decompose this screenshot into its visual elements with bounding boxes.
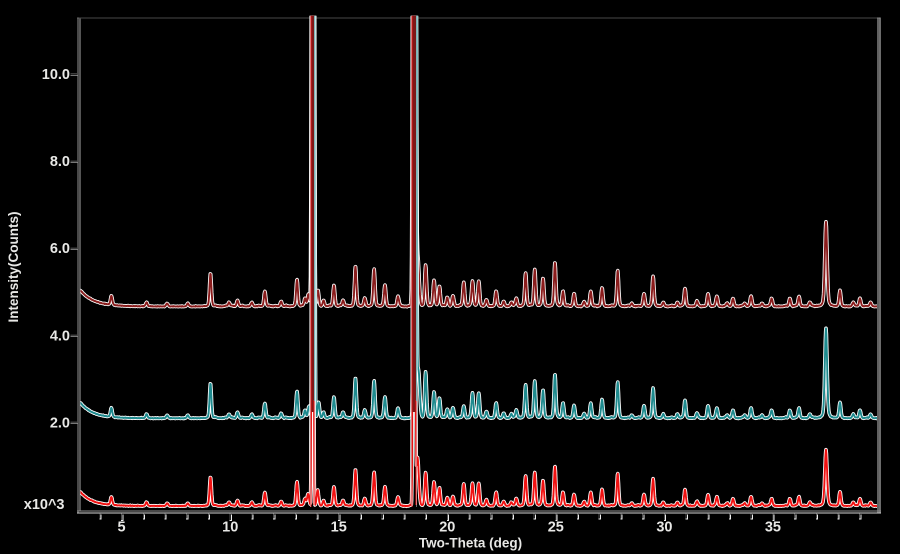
svg-text:8.0: 8.0 <box>50 154 70 170</box>
svg-text:Intensity(Counts): Intensity(Counts) <box>6 212 21 323</box>
svg-text:5: 5 <box>118 520 126 536</box>
svg-text:2.0: 2.0 <box>50 416 70 432</box>
svg-text:30: 30 <box>656 520 672 536</box>
svg-text:15: 15 <box>331 520 347 536</box>
svg-text:10: 10 <box>222 520 238 536</box>
svg-text:25: 25 <box>548 520 564 536</box>
svg-text:35: 35 <box>765 520 781 536</box>
svg-text:Two-Theta (deg): Two-Theta (deg) <box>419 536 522 551</box>
svg-text:20: 20 <box>439 520 455 536</box>
svg-text:10.0: 10.0 <box>42 67 70 83</box>
svg-text:6.0: 6.0 <box>50 241 70 257</box>
svg-text:4.0: 4.0 <box>50 328 70 344</box>
svg-text:x10^3: x10^3 <box>24 497 65 513</box>
